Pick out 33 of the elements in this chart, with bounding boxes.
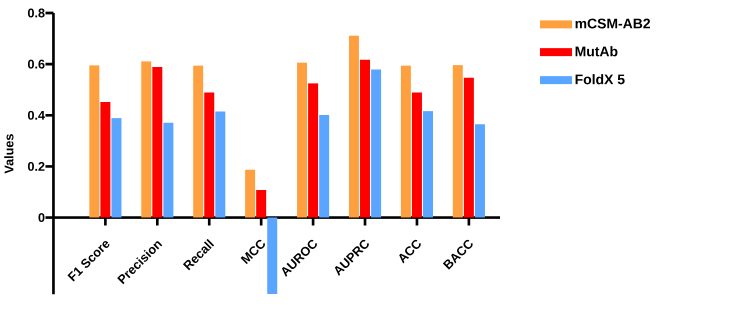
bar	[111, 118, 122, 218]
bar	[141, 61, 152, 218]
bar	[308, 83, 318, 218]
bar	[193, 66, 204, 218]
y-tick-label: 0	[38, 213, 44, 222]
bar	[163, 122, 174, 218]
bar	[256, 190, 266, 218]
legend-label: FoldX 5	[576, 74, 625, 84]
bar	[267, 218, 278, 294]
bar	[412, 92, 422, 218]
bar	[215, 111, 226, 218]
bar	[297, 62, 308, 218]
y-tick-label: 0.4	[28, 110, 45, 120]
bar	[245, 170, 256, 218]
legend-label: mCSM-AB2	[576, 18, 650, 28]
bar	[464, 78, 474, 218]
bar	[423, 111, 434, 218]
bar	[204, 92, 214, 218]
bar	[452, 65, 463, 218]
bar	[360, 60, 370, 218]
bar	[371, 70, 382, 218]
y-tick-label: 0.2	[28, 162, 45, 171]
y-tick-label: 0.8	[28, 8, 45, 18]
bar	[348, 36, 359, 218]
bar	[400, 66, 411, 218]
y-axis-title: Values	[4, 134, 14, 174]
bar	[100, 102, 110, 218]
legend-label: MutAb	[576, 46, 618, 56]
bar	[474, 124, 485, 218]
y-tick-label: 0.6	[28, 60, 45, 69]
bar	[89, 65, 100, 218]
bar	[319, 115, 330, 218]
bar	[152, 66, 162, 218]
